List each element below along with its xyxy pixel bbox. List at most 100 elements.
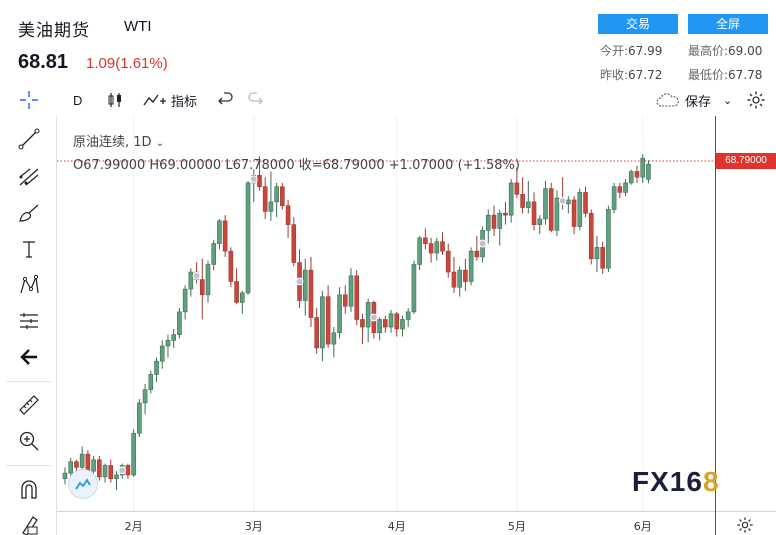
candle-body xyxy=(503,212,508,216)
candle-body xyxy=(428,243,434,254)
candle-body xyxy=(623,182,628,193)
x-tick-label: 6月 xyxy=(633,520,652,533)
indicators-label: 指标 xyxy=(171,93,198,109)
undo-icon[interactable] xyxy=(218,84,234,116)
candle-body xyxy=(102,465,108,478)
open-stat: 今开:67.99 xyxy=(600,42,662,59)
x-tick-label: 2月 xyxy=(124,520,143,533)
candle-body xyxy=(257,175,262,187)
zoom-in-icon[interactable] xyxy=(14,426,44,456)
crosshair-icon[interactable] xyxy=(14,84,44,116)
candle-body xyxy=(594,247,600,260)
trade-button[interactable]: 交易 xyxy=(598,14,678,34)
chevron-down-icon[interactable]: ⌄ xyxy=(155,138,165,149)
legend-timeframe: 1D xyxy=(133,135,152,150)
candle-body xyxy=(383,319,388,328)
candle-body xyxy=(205,264,211,296)
candle-body xyxy=(543,188,548,220)
candle-body xyxy=(331,332,337,345)
prev-close-stat: 昨收:67.72 xyxy=(600,66,662,83)
candle-body xyxy=(423,237,428,244)
candle-body xyxy=(508,182,514,216)
interval-button[interactable]: D xyxy=(73,92,83,108)
candle-body xyxy=(548,188,554,231)
logo-eight: 8 xyxy=(702,466,720,497)
trendline-icon[interactable] xyxy=(14,124,44,154)
brush-icon[interactable] xyxy=(14,198,44,228)
text-icon[interactable] xyxy=(14,234,44,264)
candlestick-chart[interactable] xyxy=(57,116,776,535)
candle-body xyxy=(417,237,422,265)
candle-body xyxy=(308,269,314,318)
candle-body xyxy=(62,472,68,480)
chart-pane[interactable] xyxy=(57,116,776,535)
candle-body xyxy=(245,182,251,294)
candle-body xyxy=(640,157,646,178)
settings-icon[interactable] xyxy=(736,516,754,535)
open-label: 今开: xyxy=(600,44,629,58)
candle-body xyxy=(234,281,239,303)
ruler-icon[interactable] xyxy=(14,390,44,420)
cloud-icon xyxy=(656,93,679,107)
magnet-icon[interactable] xyxy=(14,474,44,504)
candle-body xyxy=(365,302,371,328)
candle-body xyxy=(577,192,583,227)
candle-body xyxy=(405,311,411,320)
candle-body xyxy=(154,360,159,375)
candle-body xyxy=(400,319,405,330)
lock-draw-icon[interactable] xyxy=(14,510,44,535)
candle-body xyxy=(199,279,205,296)
x-tick-label: 3月 xyxy=(244,520,263,533)
candle-body xyxy=(188,271,194,290)
save-button[interactable]: 保存 ⌄ xyxy=(655,84,732,116)
prediction-icon[interactable] xyxy=(14,306,44,336)
candle-body xyxy=(342,294,348,307)
candle-body xyxy=(114,474,119,480)
candle-body xyxy=(600,247,605,269)
chart-toolbar: D 指标 保存 ⌄ xyxy=(0,84,776,116)
candle-body xyxy=(262,186,268,212)
candle-body xyxy=(457,269,462,288)
high-stat: 最高价:69.00 xyxy=(688,42,762,59)
candle-body xyxy=(222,220,228,252)
high-value: 69.00 xyxy=(728,44,763,58)
chevron-down-icon[interactable]: ⌄ xyxy=(723,94,733,107)
event-marker xyxy=(478,239,487,248)
redo-icon[interactable] xyxy=(247,84,263,116)
price-change: 1.09(1.61%) xyxy=(86,55,168,72)
candle-body xyxy=(285,205,291,225)
pitchfork-icon[interactable] xyxy=(14,161,44,191)
candle-body xyxy=(434,241,440,254)
candle-body xyxy=(445,250,451,273)
candle-body xyxy=(74,461,79,468)
event-marker xyxy=(369,313,378,322)
chart-legend-title[interactable]: 原油连续, 1D ⌄ xyxy=(73,135,165,150)
candle-body xyxy=(497,212,503,229)
candle-body xyxy=(514,182,520,195)
candle-body xyxy=(228,250,234,282)
low-label: 最低价: xyxy=(688,68,729,82)
candles-icon[interactable] xyxy=(106,84,124,116)
candle-body xyxy=(148,374,154,390)
candle-body xyxy=(646,163,651,180)
candle-body xyxy=(411,264,417,313)
drawing-toolbar xyxy=(0,116,57,535)
candle-body xyxy=(468,250,474,282)
event-marker xyxy=(558,197,567,205)
fx168-logo: FX168 xyxy=(632,466,720,498)
pattern-icon[interactable] xyxy=(14,270,44,300)
settings-icon[interactable] xyxy=(746,84,766,116)
candle-body xyxy=(268,201,274,212)
candle-body xyxy=(617,186,623,193)
back-arrow-icon[interactable] xyxy=(14,342,44,372)
candle-body xyxy=(634,171,640,178)
indicators-button[interactable]: 指标 xyxy=(143,84,197,116)
candle-body xyxy=(280,186,285,206)
cloud-sync-icon[interactable] xyxy=(68,469,98,499)
fullscreen-button[interactable]: 全屏 xyxy=(688,14,768,34)
instrument-name: 美油期货 xyxy=(18,21,90,41)
candle-body xyxy=(291,224,297,263)
toolbar-divider xyxy=(6,381,51,382)
candle-body xyxy=(159,345,165,362)
candle-body xyxy=(526,201,531,208)
